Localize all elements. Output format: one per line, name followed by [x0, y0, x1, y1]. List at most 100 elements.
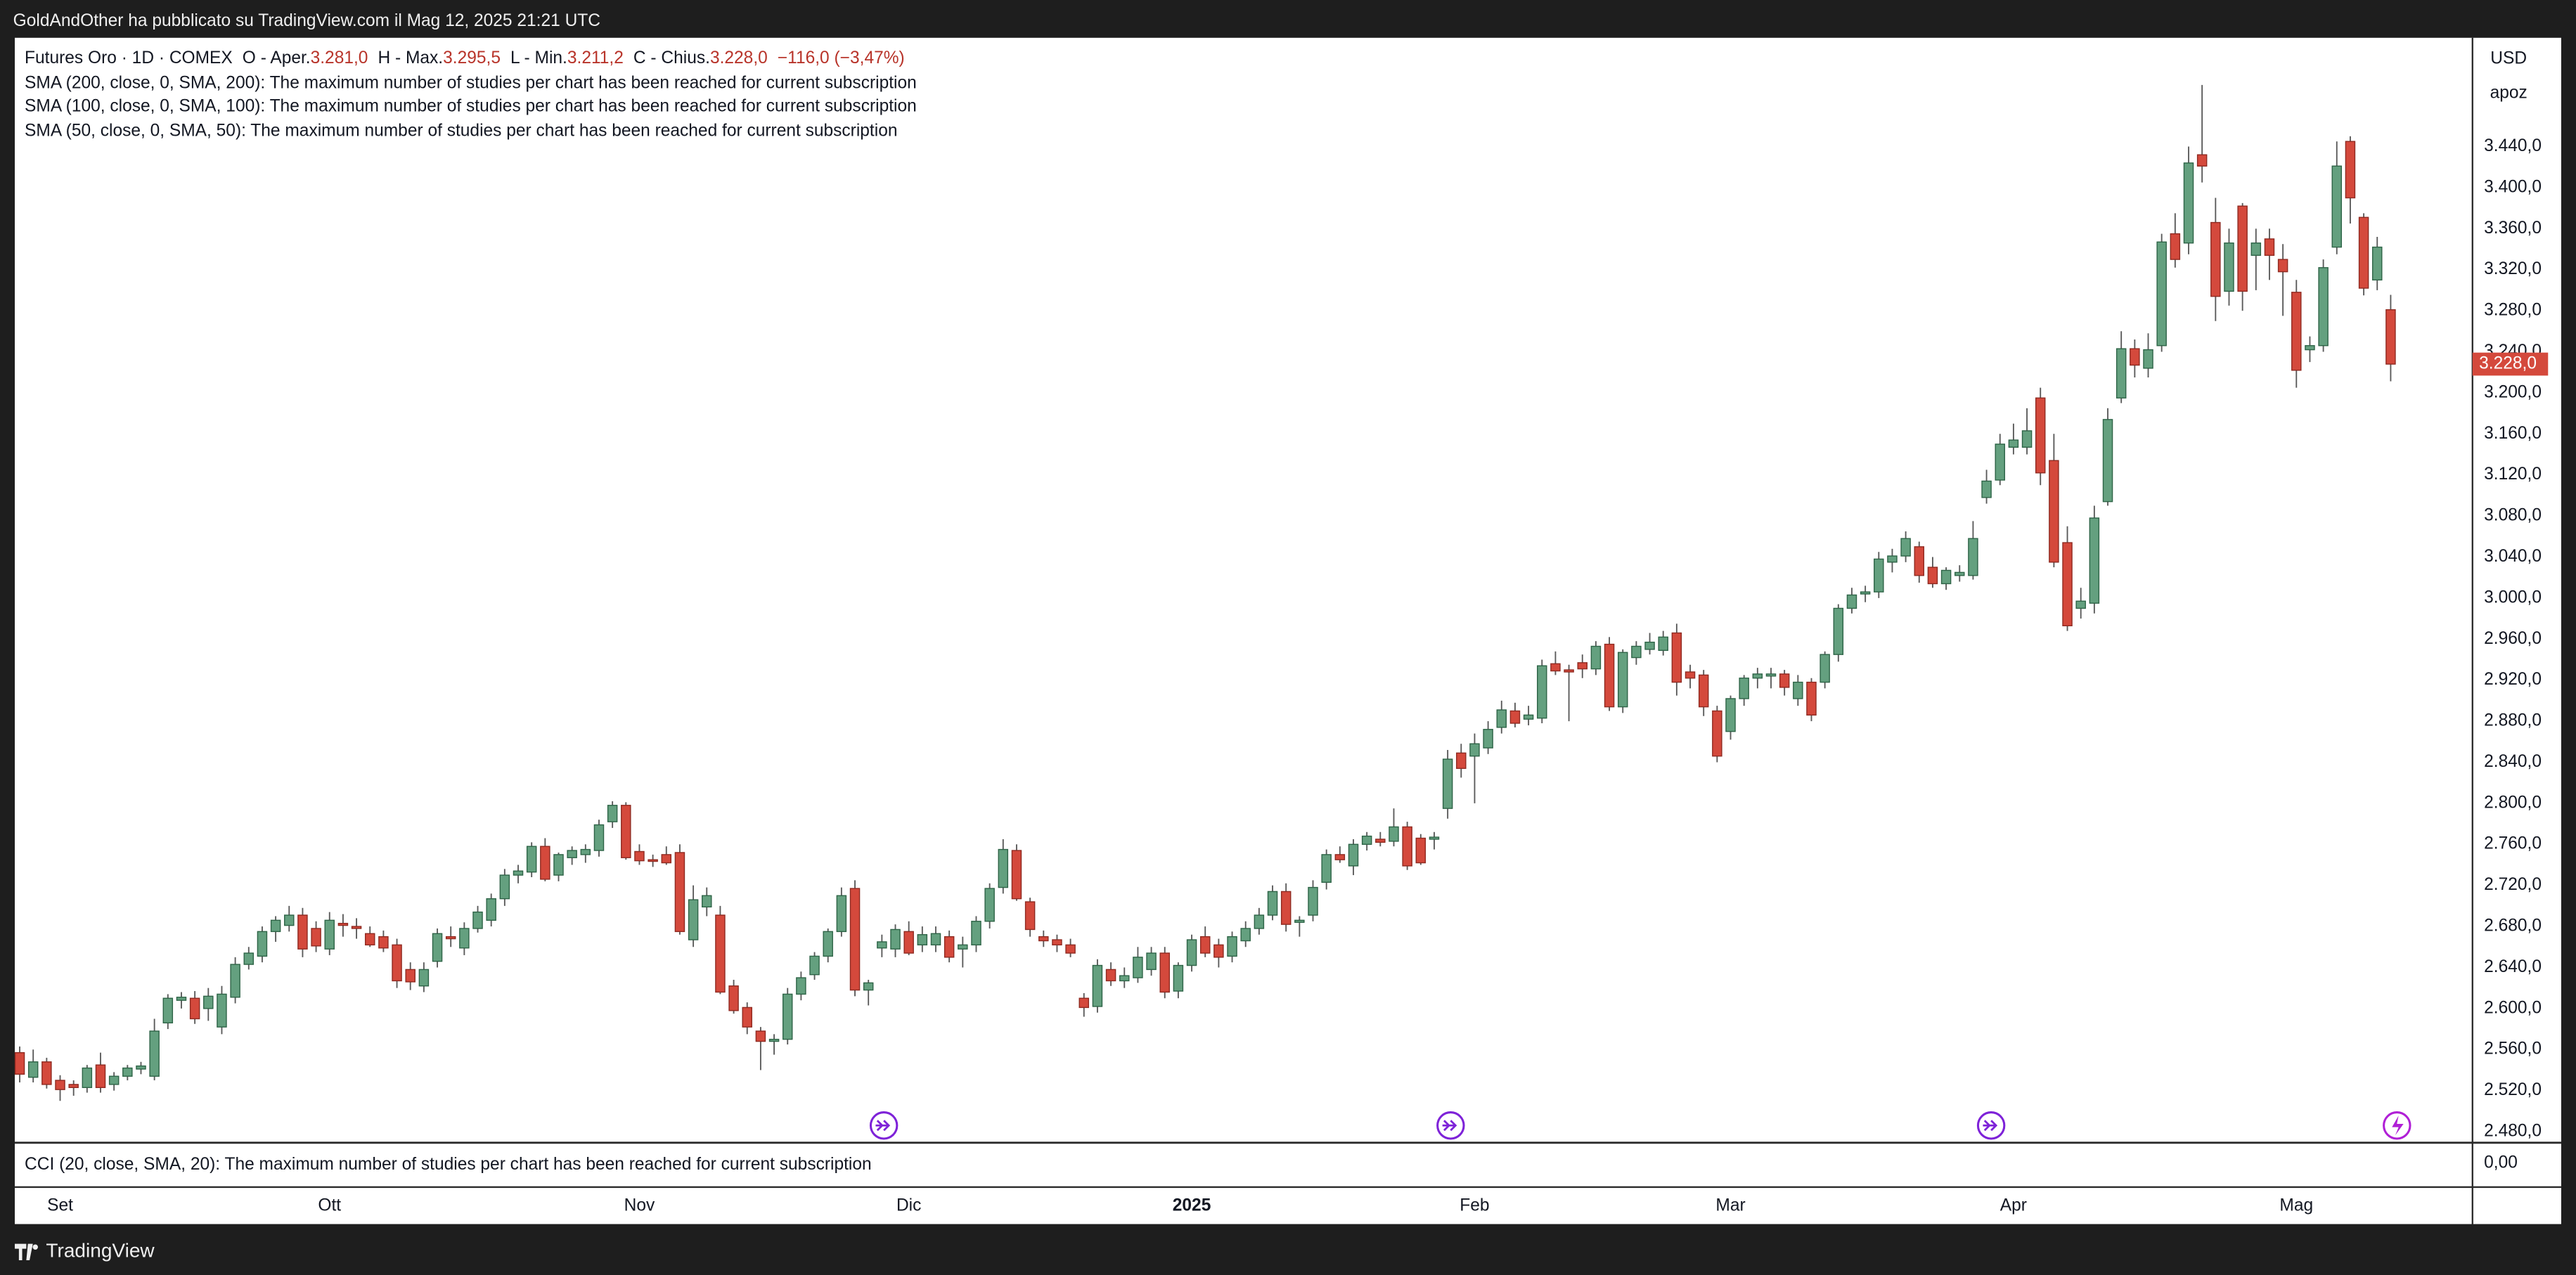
candle-body	[499, 874, 510, 900]
event-icon[interactable]	[1976, 1111, 2006, 1140]
y-tick-label: 2.800,0	[2484, 793, 2542, 812]
candle-body	[1577, 662, 1588, 670]
y-tick-label: 3.200,0	[2484, 382, 2542, 401]
candle-body	[217, 993, 227, 1028]
y-tick-label: 2.880,0	[2484, 711, 2542, 730]
candle-body	[2250, 242, 2262, 256]
candle-body	[2345, 141, 2356, 199]
last-price-box	[2472, 352, 2549, 376]
candle-body	[877, 941, 887, 949]
candle-body	[1995, 444, 2005, 481]
study: SMA (50, close, 0, SMA, 50): The maximum…	[25, 121, 897, 140]
candle-body	[1509, 710, 1521, 724]
candle-body	[2385, 309, 2396, 365]
candle-body	[1739, 678, 1749, 699]
candle-body	[553, 854, 564, 876]
candle-body	[1280, 891, 1292, 925]
candle-body	[1698, 674, 1709, 708]
x-tick-label: 2025	[1173, 1196, 1211, 1215]
y-tick-label: 2.840,0	[2484, 752, 2542, 771]
candle-body	[1550, 663, 1561, 672]
candle-body	[1981, 480, 1992, 498]
candle-body	[1011, 850, 1022, 900]
header-text: GoldAndOther ha pubblicato su TradingVie…	[13, 11, 600, 30]
candle-body	[2075, 600, 2086, 609]
candle-body	[392, 944, 402, 982]
legend-field-value: 3.281,0	[311, 49, 368, 68]
candle-body	[2318, 267, 2329, 347]
candle-body	[2224, 242, 2234, 292]
candle-body	[486, 898, 496, 921]
event-icon[interactable]	[1436, 1111, 1465, 1140]
candle-body	[2331, 165, 2343, 248]
y-tick-label: 3.400,0	[2484, 177, 2542, 196]
candle-body	[1321, 854, 1332, 883]
candle-body	[2237, 205, 2248, 292]
brand: TradingView	[46, 1240, 155, 1262]
candle-body	[445, 936, 456, 940]
candle-body	[890, 928, 901, 950]
candle-body	[607, 805, 618, 822]
candle-body	[809, 955, 820, 976]
last-price-label: 3.228,0	[2479, 354, 2537, 373]
candle-body	[1065, 944, 1076, 954]
candle-body	[634, 850, 645, 862]
x-tick-label: Mag	[2279, 1196, 2313, 1215]
study: SMA (100, close, 0, SMA, 100): The maxim…	[25, 96, 917, 115]
candle-body	[1146, 952, 1157, 971]
x-tick-label: Nov	[624, 1196, 655, 1215]
candle-body	[567, 850, 577, 858]
y-tick-label: 2.520,0	[2484, 1080, 2542, 1099]
candles	[14, 84, 2396, 1101]
candle-body	[136, 1065, 146, 1070]
candle-body	[14, 1051, 25, 1075]
candle-body	[1173, 964, 1184, 992]
candle-body	[1820, 654, 1830, 683]
y-tick-label: 3.320,0	[2484, 259, 2542, 278]
candle-body	[1900, 538, 1911, 557]
candle-body	[1725, 698, 1736, 732]
candle-body	[863, 982, 874, 991]
candle-body	[1846, 594, 1857, 609]
candle-body	[1496, 709, 1507, 728]
candle-body	[1927, 567, 1938, 585]
y-tick-label: 3.160,0	[2484, 424, 2542, 443]
candle-body	[337, 922, 349, 926]
candle-body	[674, 852, 685, 933]
candle-body	[1092, 964, 1103, 1007]
candle-body	[2115, 348, 2127, 399]
candle-body	[2008, 439, 2019, 448]
candle-body	[782, 993, 793, 1040]
candle-body	[1914, 546, 1925, 576]
candle-body	[715, 914, 726, 993]
candle-body	[2305, 345, 2315, 351]
candle-body	[459, 928, 470, 949]
candle-body	[1833, 607, 1844, 655]
candle-body	[364, 933, 375, 946]
event-icon[interactable]	[2383, 1111, 2411, 1140]
legend-field-label: H - Max.	[378, 49, 443, 68]
y-tick-label: 2.680,0	[2484, 917, 2542, 936]
event-icon[interactable]	[869, 1111, 899, 1140]
candle-body	[1456, 752, 1467, 769]
candle-body	[958, 944, 968, 950]
candle-body	[2183, 162, 2194, 244]
legend: Futures Oro · 1D · COMEX O - Aper.3.281,0…	[25, 49, 905, 68]
candle-body	[472, 911, 483, 929]
candle-body	[621, 805, 631, 858]
candle-body	[728, 985, 739, 1011]
candle-body	[1860, 591, 1871, 595]
candle-body	[513, 870, 524, 876]
event-icons[interactable]	[869, 1111, 2411, 1140]
candle-body	[1671, 632, 1682, 683]
candle-body	[1658, 636, 1668, 652]
candle-body	[27, 1061, 39, 1078]
candle-body	[836, 895, 847, 933]
candle-body	[1052, 939, 1062, 946]
candle-body	[1375, 839, 1386, 843]
candle-body	[1685, 671, 1696, 679]
candle-body	[1564, 669, 1574, 673]
candle-body	[2062, 542, 2073, 627]
